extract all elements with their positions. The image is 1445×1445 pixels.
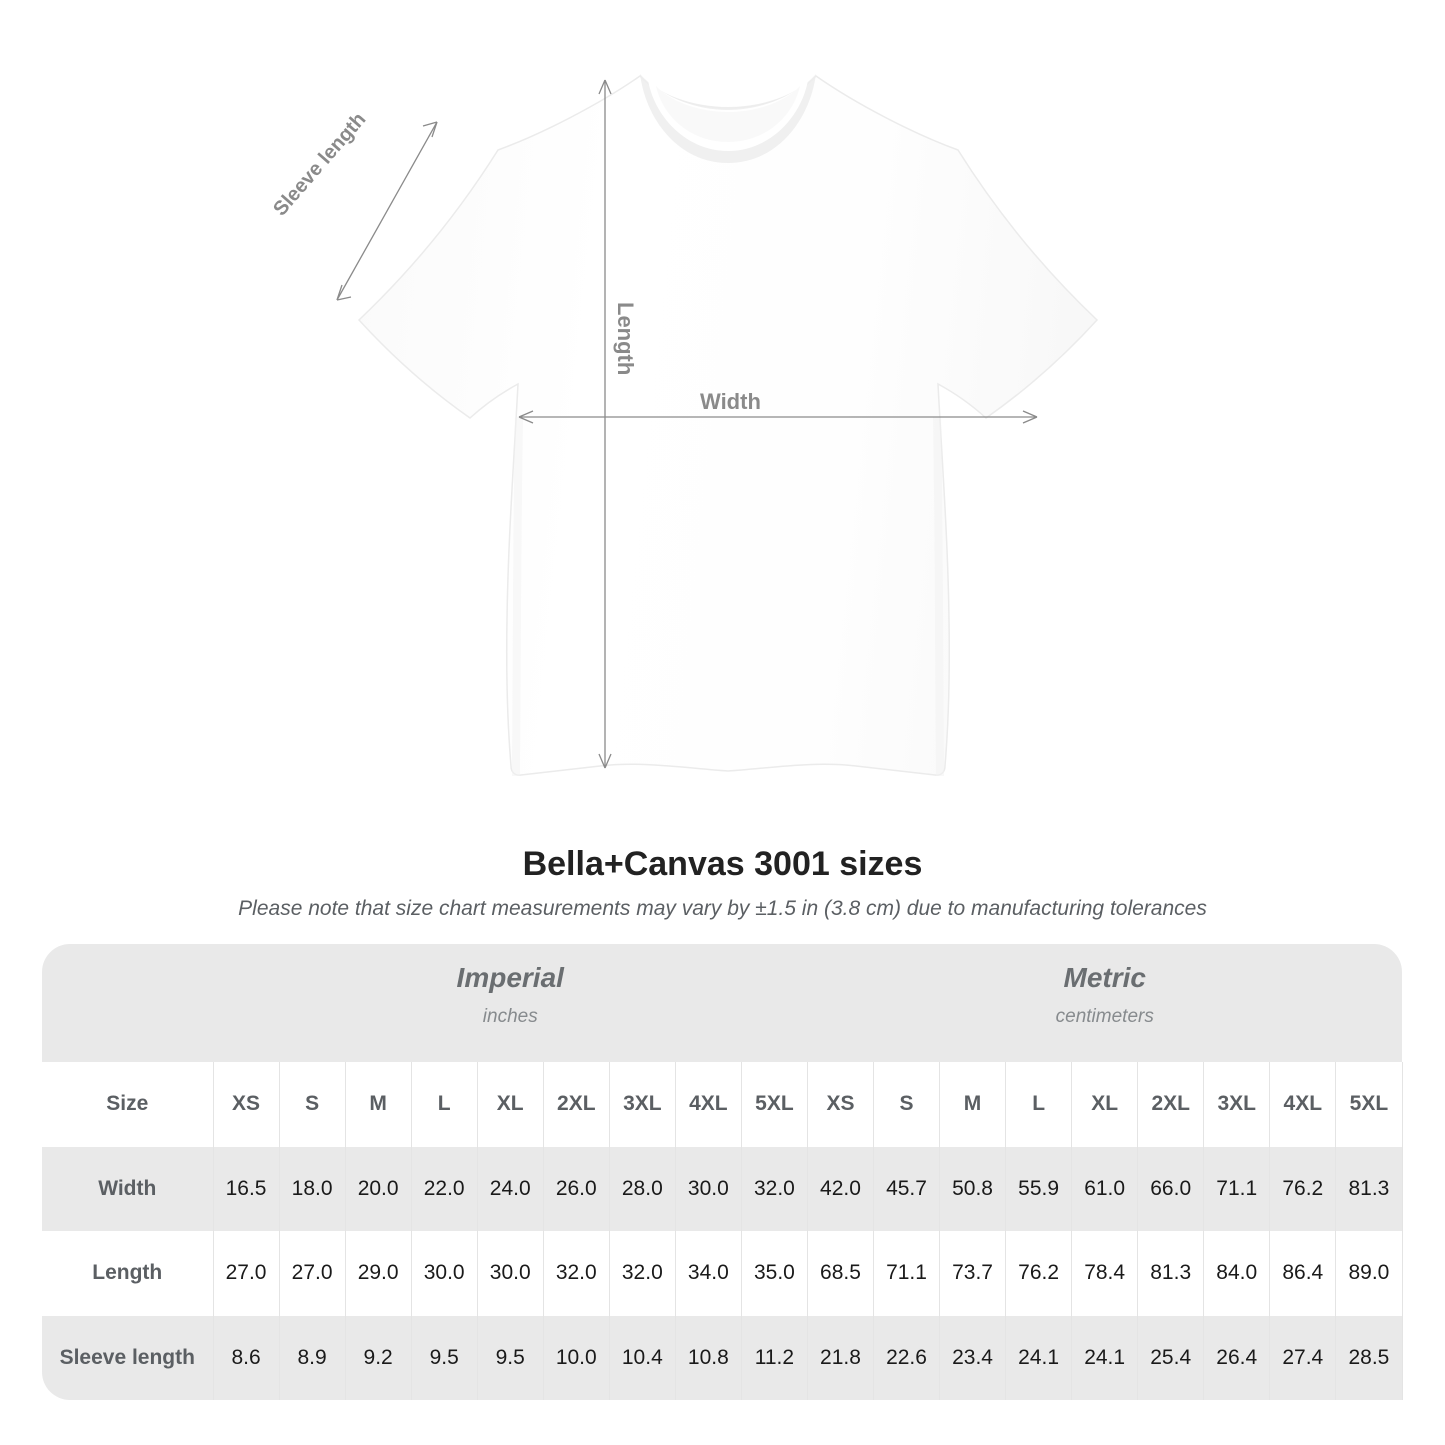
svg-text:Width: Width xyxy=(700,389,761,414)
svg-text:Length: Length xyxy=(613,302,638,375)
svg-text:Sleeve length: Sleeve length xyxy=(269,109,370,221)
